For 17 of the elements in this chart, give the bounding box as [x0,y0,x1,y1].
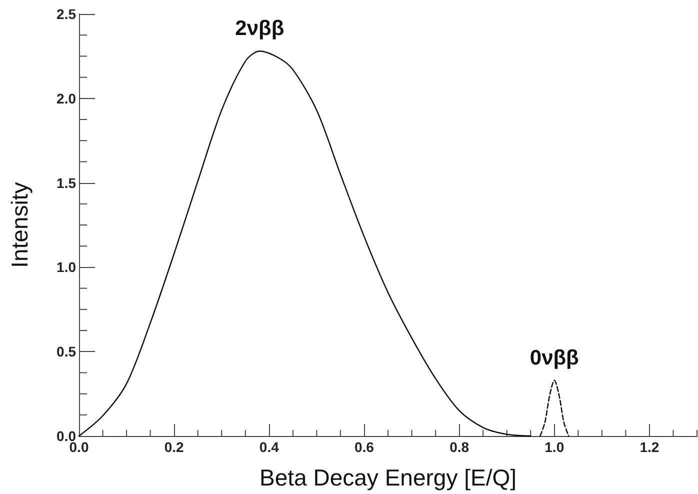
y-tick-label: 1.5 [56,174,76,191]
annotation: 0νββ [530,346,580,370]
line-series [78,50,532,437]
x-tick-label: 1.0 [544,439,564,455]
line-series [540,380,570,437]
x-tick-label: 0.6 [354,439,374,455]
x-tick-label: 0.2 [164,439,184,455]
x-tick-label: 1.2 [640,439,660,455]
x-axis-title: Beta Decay Energy [E/Q] [260,464,516,490]
y-tick-label: 0.5 [56,344,76,360]
x-tick-label: 0.8 [450,439,470,455]
y-axis-title: Intensity [6,182,32,268]
y-tick-label: 2.0 [56,90,76,106]
x-tick-label: 0.4 [259,439,280,455]
y-tick-label: 1.0 [56,259,76,276]
y-tick-label: 2.5 [56,6,76,22]
annotation: 2νββ [235,17,284,40]
